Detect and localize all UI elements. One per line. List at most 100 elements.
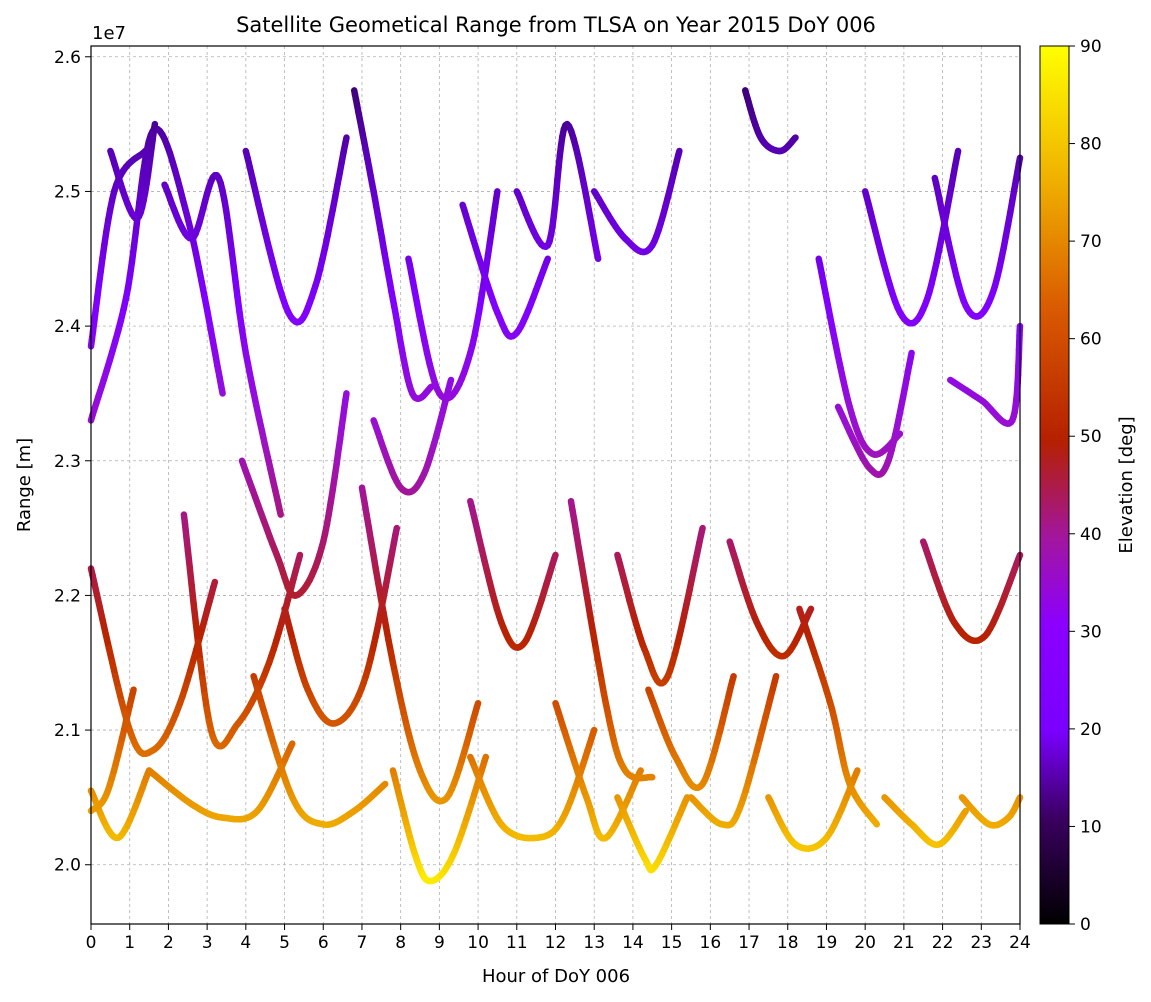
x-tick-label: 18 xyxy=(777,933,799,953)
satellite-track xyxy=(87,565,219,758)
satellite-track xyxy=(687,672,780,829)
satellite-track xyxy=(145,740,296,823)
track-segment xyxy=(341,134,350,148)
x-tick-label: 17 xyxy=(738,933,760,953)
satellite-track xyxy=(796,605,881,828)
y-tick-label: 2.1 xyxy=(54,721,81,741)
x-tick-label: 8 xyxy=(395,933,406,953)
colorbar-tick-label: 0 xyxy=(1080,915,1091,935)
satellite-track xyxy=(958,794,1024,829)
track-segment xyxy=(852,767,861,777)
satellite-track xyxy=(459,201,552,340)
x-tick-label: 9 xyxy=(434,933,445,953)
colorbar-tick-label: 50 xyxy=(1080,427,1102,447)
x-tick-label: 15 xyxy=(661,933,683,953)
satellite-track xyxy=(250,672,389,828)
track-segment xyxy=(275,504,284,518)
track-segment xyxy=(895,430,904,439)
satellite-track xyxy=(238,390,350,599)
track-segment xyxy=(446,376,455,388)
track-segment xyxy=(427,383,435,391)
track-segment xyxy=(682,794,691,804)
satellite-track xyxy=(614,524,706,687)
satellite-track xyxy=(590,147,683,256)
y-tick-label: 2.5 xyxy=(54,182,81,202)
satellite-track xyxy=(87,686,137,815)
x-tick-label: 14 xyxy=(622,933,644,953)
track-segment xyxy=(380,780,389,789)
x-axis-label: Hour of DoY 006 xyxy=(482,966,630,987)
x-tick-label: 12 xyxy=(545,933,567,953)
satellite-track xyxy=(726,538,815,660)
colorbar-label: Elevation [deg] xyxy=(1116,416,1137,553)
track-segment xyxy=(791,134,799,142)
x-tick-label: 5 xyxy=(279,933,290,953)
track-segment xyxy=(806,605,815,615)
x-tick-label: 11 xyxy=(506,933,528,953)
track-segment xyxy=(210,578,219,591)
track-segment xyxy=(392,524,401,538)
satellite-track xyxy=(358,484,482,805)
satellite-track xyxy=(881,794,970,849)
x-tick-label: 1 xyxy=(124,933,135,953)
y-offset-label: 1e7 xyxy=(92,23,126,44)
satellite-track xyxy=(567,497,656,782)
satellite-track xyxy=(370,376,455,496)
colorbar-tick-label: 60 xyxy=(1080,330,1102,350)
chart-title: Satellite Geometical Range from TLSA on … xyxy=(236,13,876,37)
track-segment xyxy=(635,767,644,777)
satellite-track xyxy=(107,120,159,222)
track-segment xyxy=(961,807,970,816)
track-segment xyxy=(342,390,350,403)
colorbar-axis: 0 10 20 30 40 50 60 70 80 90 xyxy=(1069,37,1102,935)
y-axis-label: Range [m] xyxy=(14,438,35,532)
colorbar-tick-label: 10 xyxy=(1080,817,1102,837)
satellite-track xyxy=(765,767,861,852)
x-tick-label: 0 xyxy=(86,933,97,953)
track-segment xyxy=(593,249,602,263)
x-tick-label: 24 xyxy=(1009,933,1031,953)
colorbar-tick-label: 70 xyxy=(1080,232,1102,252)
track-segment xyxy=(493,188,501,202)
x-tick-label: 7 xyxy=(357,933,368,953)
x-tick-label: 23 xyxy=(970,933,992,953)
satellite-track xyxy=(467,726,598,842)
satellite-track xyxy=(161,172,284,518)
track-segment xyxy=(217,382,226,397)
satellite-track xyxy=(281,524,401,727)
x-axis: 0 1 2 3 4 5 6 7 8 9 10 11 12 13 14 15 16 17 18 19 20 21 22 23 24 xyxy=(86,924,1031,953)
satellite-track xyxy=(919,538,1024,645)
satellite-track xyxy=(242,134,350,326)
y-tick-label: 2.0 xyxy=(54,856,81,876)
colorbar xyxy=(1039,45,1070,925)
colorbar-tick-label: 20 xyxy=(1080,720,1102,740)
x-tick-label: 13 xyxy=(583,933,605,953)
satellite-track xyxy=(741,87,799,155)
x-tick-label: 22 xyxy=(932,933,954,953)
satellite-track xyxy=(931,154,1024,320)
x-tick-label: 21 xyxy=(893,933,915,953)
x-tick-label: 16 xyxy=(700,933,722,953)
y-axis: 2.0 2.1 2.2 2.3 2.4 2.5 2.6 xyxy=(54,48,91,876)
track-segment xyxy=(697,524,706,538)
track-segment xyxy=(550,551,559,563)
track-segment xyxy=(140,147,149,156)
track-segment xyxy=(481,753,490,765)
satellite-track xyxy=(467,497,559,651)
track-segment xyxy=(907,349,915,361)
plot-area xyxy=(87,87,1024,885)
satellite-track xyxy=(861,147,962,327)
x-tick-label: 20 xyxy=(854,933,876,953)
satellite-track xyxy=(645,672,737,792)
satellite-track xyxy=(87,125,226,424)
colorbar-tick-label: 40 xyxy=(1080,525,1102,545)
track-segment xyxy=(295,551,304,563)
y-tick-label: 2.2 xyxy=(54,586,81,606)
track-segment xyxy=(287,740,296,750)
x-tick-label: 4 xyxy=(240,933,251,953)
colorbar-tick-label: 90 xyxy=(1080,37,1102,57)
y-tick-label: 2.6 xyxy=(54,48,81,68)
x-tick-label: 10 xyxy=(467,933,489,953)
x-tick-label: 6 xyxy=(318,933,329,953)
